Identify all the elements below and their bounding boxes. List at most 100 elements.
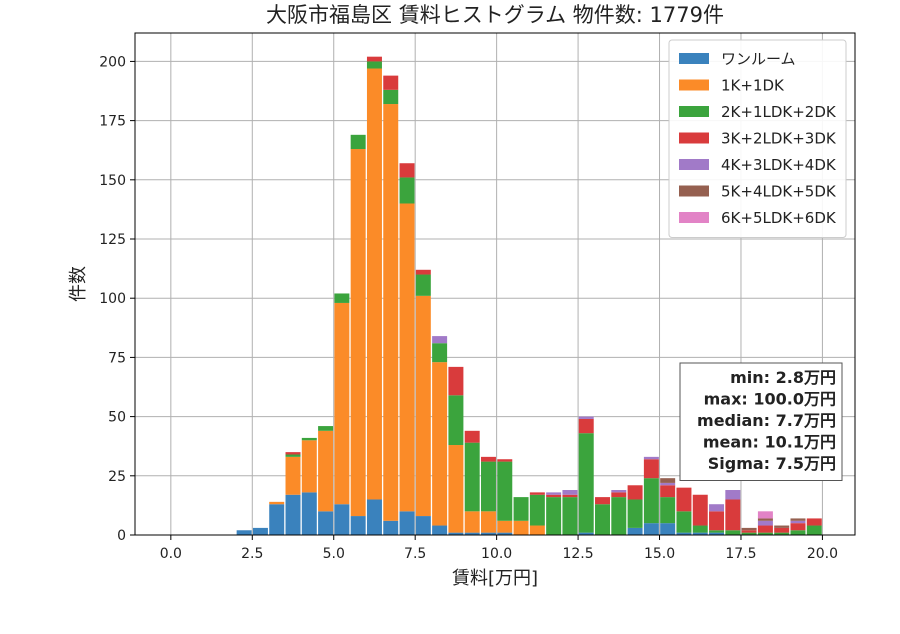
bar-segment <box>709 504 725 512</box>
x-tick-label: 2.5 <box>241 546 263 562</box>
y-tick-label: 25 <box>108 469 126 485</box>
y-tick-label: 100 <box>99 291 126 307</box>
bar-segment <box>790 520 806 524</box>
bar-segment <box>350 516 366 535</box>
x-tick-label: 15.0 <box>644 546 675 562</box>
bar-segment <box>692 494 708 526</box>
x-tick-label: 17.5 <box>725 546 756 562</box>
bar-segment <box>448 366 464 396</box>
bar-segment <box>676 511 692 533</box>
legend-label: 2K+1LDK+2DK <box>721 103 837 121</box>
bar-segment <box>432 343 448 363</box>
plot-frame <box>134 32 856 536</box>
x-tick-label: 0.0 <box>160 546 182 562</box>
bar-segment <box>546 494 562 498</box>
bar-segment <box>643 478 659 524</box>
bar-segment <box>562 494 578 498</box>
bar-segment <box>578 433 594 533</box>
bar-segment <box>757 518 773 521</box>
chart-title: 大阪市福島区 賃料ヒストグラム 物件数: 1779件 <box>266 3 724 27</box>
bar-segment <box>741 530 757 533</box>
bar-segment <box>546 497 562 535</box>
legend: ワンルーム 1K+1DK 2K+1LDK+2DK 3K+2LDK+3DK 4K+3LDK… <box>668 39 847 238</box>
stats-line: max: 100.0万円 <box>704 390 836 409</box>
bar-segment <box>432 525 448 535</box>
x-axis-label: 賃料[万円] <box>452 568 538 589</box>
bar-segment <box>709 530 725 533</box>
bar-segment <box>383 89 399 105</box>
y-tick-label: 50 <box>108 410 126 426</box>
bar-segment <box>285 456 301 495</box>
y-tick-label: 0 <box>117 528 126 544</box>
bar-segment <box>578 418 594 434</box>
bar-segment <box>350 134 366 150</box>
bar-segment <box>627 499 643 528</box>
legend-swatch <box>679 185 709 197</box>
bar-segment <box>790 530 806 535</box>
legend-swatch <box>679 53 709 64</box>
legend-label: 5K+4LDK+5DK <box>721 183 837 201</box>
bar-segment <box>318 430 334 512</box>
bar-segment <box>497 520 513 533</box>
stats-box: min: 2.8万円 max: 100.0万円 median: 7.7万円 mean:… <box>679 362 843 481</box>
bar-segment <box>595 497 611 505</box>
bar-segment <box>578 532 594 535</box>
bar-segment <box>480 511 496 533</box>
bar-segment <box>366 56 382 62</box>
bar-segment <box>741 532 757 535</box>
bar-segment <box>285 452 301 455</box>
ticks-layer: 0.0 2.5 5.0 7.5 10.0 12.5 15.0 17.5 20.0 0 25 50 75 1… <box>99 54 838 562</box>
bar-segment <box>529 525 545 535</box>
bar-segment <box>774 525 790 528</box>
bar-segment <box>399 177 415 204</box>
bar-segment <box>399 163 415 178</box>
bar-segment <box>301 437 317 441</box>
bar-segment <box>709 532 725 535</box>
bar-segment <box>301 492 317 535</box>
stats-line: median: 7.7万円 <box>697 411 836 430</box>
bar-segment <box>448 395 464 446</box>
x-tick-label: 20.0 <box>807 546 838 562</box>
x-tick-label: 5.0 <box>323 546 345 562</box>
bar-segment <box>366 499 382 535</box>
bar-segment <box>611 497 627 535</box>
bar-segment <box>757 520 773 526</box>
bars-layer <box>236 56 822 535</box>
bar-segment <box>529 494 545 526</box>
legend-box <box>668 39 847 238</box>
bar-segment <box>513 497 529 521</box>
stats-line: min: 2.8万円 <box>730 368 836 387</box>
x-tick-label: 10.0 <box>481 546 512 562</box>
bar-segment <box>709 511 725 531</box>
legend-label: 4K+3LDK+4DK <box>721 156 837 174</box>
bar-segment <box>366 68 382 500</box>
bar-segment <box>480 456 496 462</box>
bar-segment <box>415 295 431 517</box>
stats-line: Sigma: 7.5万円 <box>708 454 836 473</box>
bar-segment <box>399 511 415 535</box>
bar-segment <box>318 511 334 535</box>
bar-segment <box>334 302 350 505</box>
bar-segment <box>546 492 562 495</box>
bar-segment <box>806 525 822 535</box>
bar-segment <box>741 527 757 531</box>
bar-segment <box>432 336 448 344</box>
bar-segment <box>757 511 773 519</box>
bar-segment <box>383 75 399 90</box>
y-tick-label: 125 <box>99 232 126 248</box>
bar-segment <box>334 504 350 535</box>
bar-segment <box>301 440 317 493</box>
bar-segment <box>562 490 578 495</box>
bar-segment <box>611 492 627 498</box>
bar-segment <box>627 485 643 500</box>
bar-segment <box>285 454 301 457</box>
bar-segment <box>692 525 708 533</box>
bar-segment <box>480 461 496 512</box>
bar-segment <box>350 149 366 517</box>
bar-segment <box>415 274 431 296</box>
bar-segment <box>448 532 464 535</box>
bar-segment <box>334 293 350 303</box>
bar-segment <box>611 490 627 493</box>
legend-swatch <box>679 159 709 170</box>
